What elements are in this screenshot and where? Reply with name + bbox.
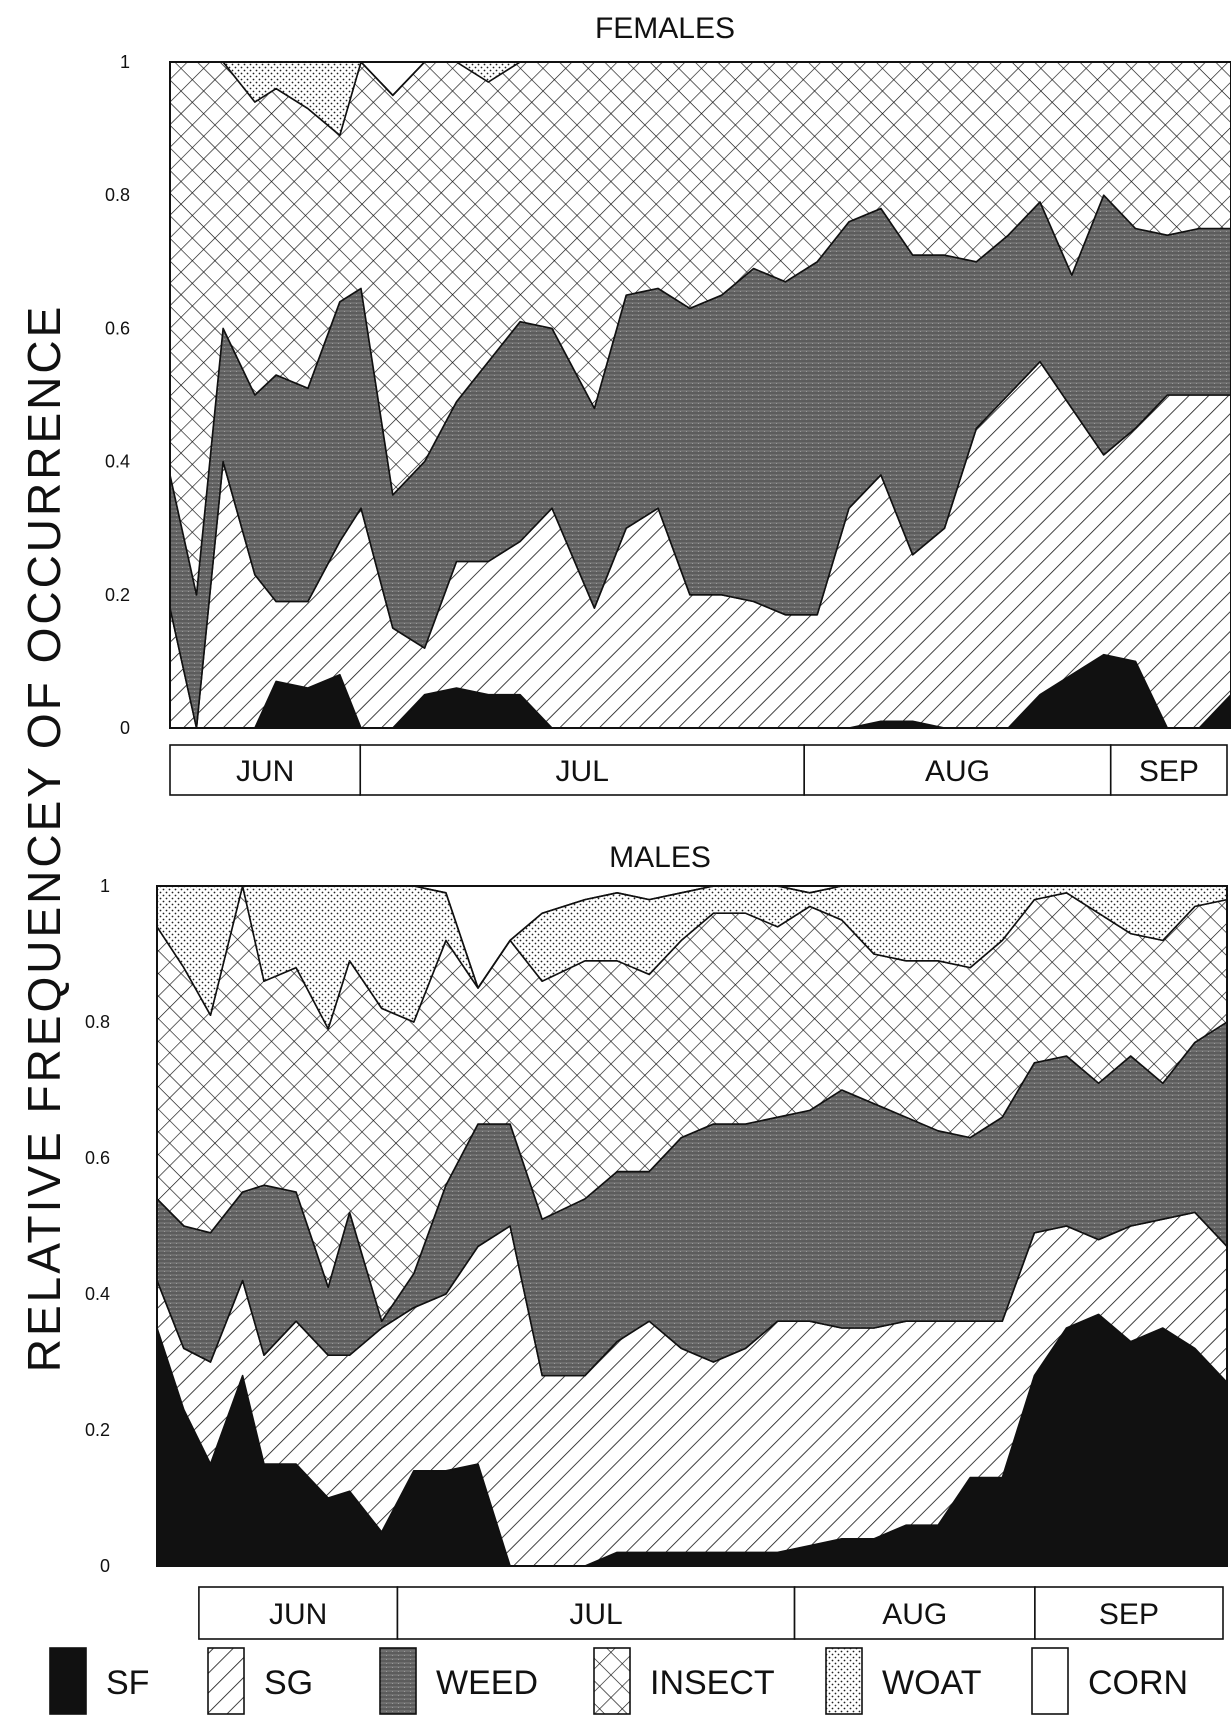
legend-label-sg: SG [264, 1664, 313, 1702]
legend-swatch-insect [593, 1647, 631, 1715]
females-plot-frame [169, 61, 1231, 729]
legend-label-sf: SF [106, 1664, 149, 1702]
legend-swatch-woat [825, 1647, 863, 1715]
y-tick-label: 0.4 [85, 1284, 110, 1304]
legend-swatch-corn [1031, 1647, 1069, 1715]
females-panel: FEMALES 0 0.2 0.4 0.6 0.8 1 JUN JUL AUG SEP [105, 12, 1231, 796]
panel-title-females: FEMALES [595, 12, 735, 45]
males-panel: MALES 0 0.2 0.4 0.6 0.8 1 JUN JUL AUG SEP [85, 841, 1228, 1640]
month-cell [1109, 744, 1228, 796]
month-label: JUL [556, 755, 609, 788]
month-cell [1034, 1586, 1224, 1640]
legend-swatch-sg [207, 1647, 245, 1715]
y-tick-label: 1 [100, 876, 110, 896]
month-label: AUG [925, 755, 990, 788]
legend-swatch-sf [49, 1647, 87, 1715]
legend-label-woat: WOAT [882, 1664, 981, 1702]
y-tick-label: 0.6 [105, 318, 130, 338]
legend: SF SG WEED INSECT WOAT CORN [49, 1647, 1188, 1715]
panel-title-males: MALES [609, 841, 711, 874]
males-y-ticks: 0 0.2 0.4 0.6 0.8 1 [85, 876, 110, 1576]
y-tick-label: 0.2 [105, 585, 130, 605]
month-label: SEP [1099, 1598, 1159, 1631]
y-tick-label: 0 [120, 718, 130, 738]
month-label: JUN [269, 1598, 327, 1631]
females-stacked-areas [169, 61, 1231, 729]
females-y-ticks: 0 0.2 0.4 0.6 0.8 1 [105, 52, 130, 738]
males-stacked-areas [156, 885, 1228, 1567]
month-cell [396, 1586, 796, 1640]
legend-label-weed: WEED [436, 1664, 538, 1702]
y-tick-label: 0.8 [105, 185, 130, 205]
males-plot-frame [156, 885, 1228, 1567]
y-tick-label: 0.4 [105, 452, 130, 472]
month-cell [359, 744, 806, 796]
females-month-bar: JUN JUL AUG SEP [169, 744, 1228, 796]
y-tick-label: 1 [120, 52, 130, 72]
y-tick-label: 0 [100, 1556, 110, 1576]
month-label: JUL [569, 1598, 622, 1631]
month-label: JUN [236, 755, 294, 788]
y-tick-label: 0.8 [85, 1012, 110, 1032]
legend-swatch-weed [379, 1647, 417, 1715]
month-label: AUG [882, 1598, 947, 1631]
month-label: SEP [1139, 755, 1199, 788]
legend-label-corn: CORN [1088, 1664, 1188, 1702]
legend-label-insect: INSECT [650, 1664, 775, 1702]
y-axis-label: RELATIVE FREQUENCEY OF OCCURRENCE [18, 304, 70, 1373]
males-month-bar: JUN JUL AUG SEP [198, 1586, 1224, 1640]
y-tick-label: 0.6 [85, 1148, 110, 1168]
month-cell [169, 744, 362, 796]
y-tick-label: 0.2 [85, 1420, 110, 1440]
